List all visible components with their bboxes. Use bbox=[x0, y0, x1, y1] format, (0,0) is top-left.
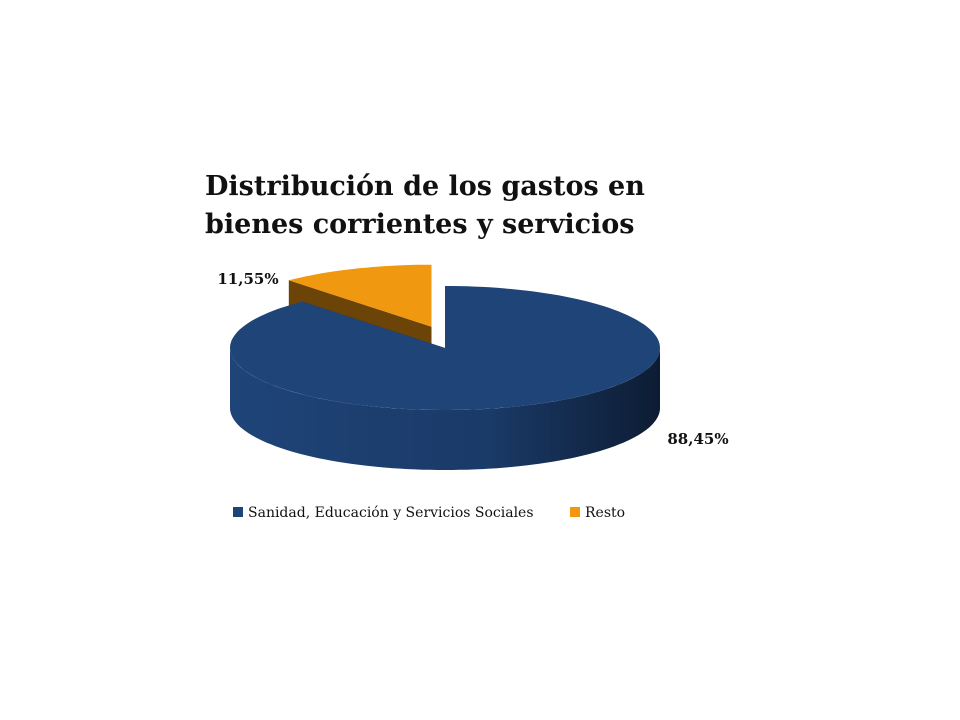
legend-swatch bbox=[570, 507, 580, 517]
legend-label: Sanidad, Educación y Servicios Sociales bbox=[248, 505, 534, 521]
slice bbox=[288, 264, 432, 327]
slice bbox=[230, 286, 660, 410]
slice-wall bbox=[230, 348, 660, 470]
chart-title: Distribución de los gastos en bienes cor… bbox=[205, 171, 645, 240]
legend-swatch bbox=[233, 507, 243, 517]
legend-label: Resto bbox=[585, 505, 625, 521]
data-label: 88,45% bbox=[667, 430, 728, 448]
data-label: 11,55% bbox=[217, 270, 278, 288]
